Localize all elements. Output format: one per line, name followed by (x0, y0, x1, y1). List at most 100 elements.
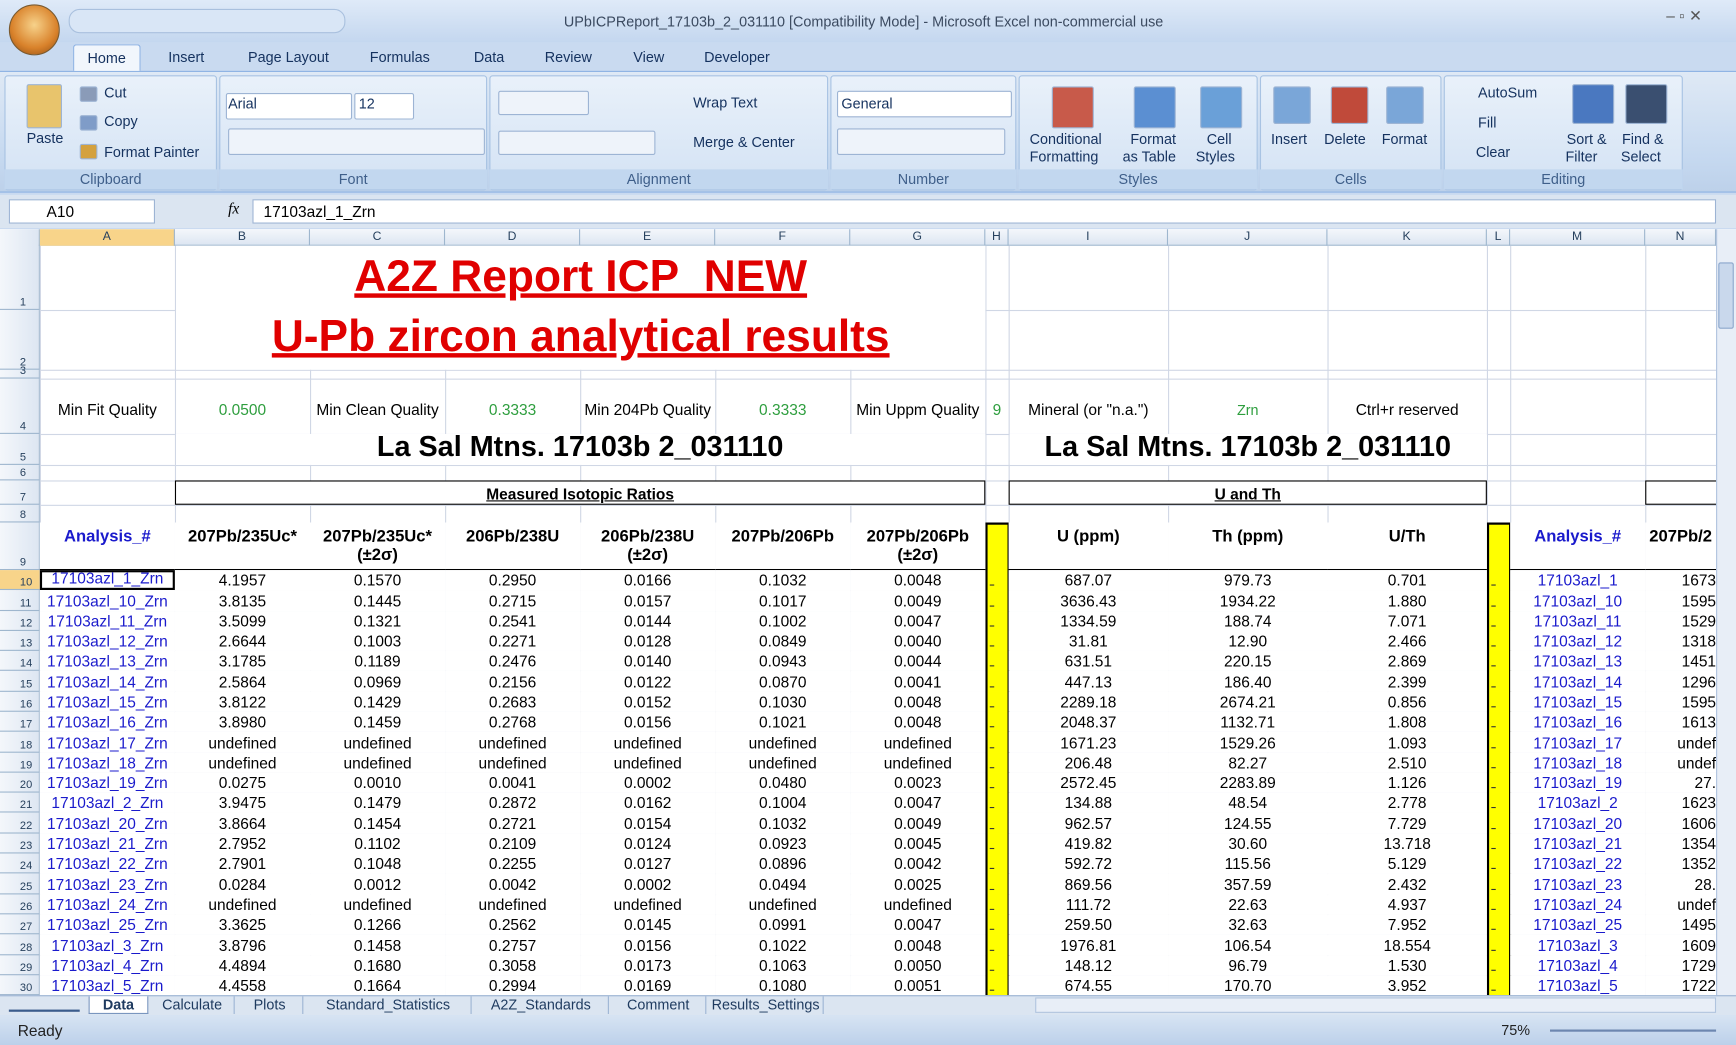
ribbon-icon[interactable] (26, 84, 62, 129)
ribbon-button-label[interactable]: Select (1620, 148, 1661, 165)
ribbon-button-label[interactable]: Arial (228, 95, 257, 112)
ribbon-tab[interactable]: Insert (168, 48, 205, 66)
office-button[interactable] (8, 4, 60, 56)
horizontal-scrollbar[interactable] (1035, 997, 1717, 1013)
data-cell: 0.1032 (715, 570, 851, 591)
mineral-value: Zrn (1236, 401, 1259, 419)
ribbon-icon[interactable] (228, 128, 485, 155)
ribbon-button-label[interactable]: as Table (1122, 148, 1176, 165)
data-cell: 17103azl_3_Zrn (39, 934, 175, 955)
ribbon-icon[interactable] (79, 115, 98, 131)
cell-marker (1491, 625, 1496, 627)
data-cell: 447.13 (1008, 671, 1169, 692)
ribbon-button-label[interactable]: Conditional (1029, 130, 1102, 148)
ribbon-icon[interactable] (1133, 86, 1176, 129)
ribbon-button-label[interactable]: Format (1381, 130, 1428, 148)
ribbon-icon[interactable] (1330, 86, 1369, 124)
data-cell: 0.1429 (309, 691, 446, 712)
ribbon-button-label[interactable]: Copy (104, 112, 138, 130)
data-cell: 17103azl_10_Zrn (39, 590, 175, 611)
data-cell: 0.0047 (850, 914, 986, 935)
data-cell: 30.60 (1168, 833, 1328, 854)
data-cell: 3.9475 (174, 792, 310, 814)
ribbon-icon[interactable] (79, 143, 98, 160)
data-cell: 12.90 (1168, 630, 1328, 652)
ribbon-icon[interactable] (1572, 84, 1615, 124)
sheet-tab[interactable]: Comment (611, 996, 707, 1015)
column-header: F (715, 229, 851, 246)
ribbon-tab[interactable]: View (633, 48, 665, 66)
scroll-thumb[interactable] (1718, 262, 1734, 329)
sheet-tab[interactable]: Plots (237, 996, 304, 1015)
ribbon-tab[interactable]: Data (473, 48, 505, 66)
ribbon-button-label[interactable]: General (841, 95, 893, 112)
window-controls[interactable]: – ▫ ✕ (1666, 6, 1702, 25)
name-box[interactable] (8, 199, 155, 224)
sheet-tab[interactable]: Standard_Statistics (306, 996, 472, 1015)
vertical-scrollbar[interactable] (1716, 229, 1736, 997)
ribbon-icon[interactable] (498, 130, 656, 155)
ribbon-button-label[interactable]: Formatting (1029, 148, 1099, 165)
data-cell: 148.12 (1008, 954, 1169, 976)
quick-access-toolbar[interactable] (68, 8, 346, 34)
ribbon-button-label[interactable]: Cell (1206, 130, 1232, 148)
data-cell: undef (1645, 894, 1717, 915)
data-cell: 0.0047 (850, 792, 986, 814)
ribbon-icon[interactable] (1386, 86, 1424, 124)
ribbon-tab[interactable]: Developer (704, 48, 770, 66)
ribbon-icon[interactable] (354, 92, 415, 120)
ribbon-icon[interactable] (836, 90, 1012, 118)
data-cell: 188.74 (1168, 610, 1328, 631)
ribbon-button-label[interactable]: Wrap Text (693, 94, 758, 111)
sheet-tab[interactable]: A2Z_Standards (474, 996, 609, 1015)
ribbon-icon[interactable] (1273, 86, 1311, 124)
ribbon-tab[interactable]: Page Layout (247, 48, 329, 66)
ribbon-icon[interactable] (836, 128, 1006, 155)
ribbon-tab[interactable]: Review (544, 48, 592, 66)
ribbon-button-label[interactable]: Styles (1195, 148, 1235, 165)
ribbon-icon[interactable] (1051, 86, 1094, 129)
ribbon-tab[interactable]: Formulas (369, 48, 430, 66)
ribbon-button-label[interactable]: 12 (358, 95, 375, 112)
ribbon-button-label[interactable]: Clear (1475, 143, 1511, 161)
ribbon-button-label[interactable]: Cut (104, 84, 127, 101)
sheet-tab[interactable]: Results_Settings (709, 996, 824, 1015)
data-cell: undef (1645, 752, 1717, 773)
ribbon-button-label[interactable]: Insert (1270, 130, 1307, 148)
ribbon-button-label[interactable]: AutoSum (1478, 84, 1538, 101)
ribbon-button-label[interactable]: Merge & Center (693, 133, 795, 151)
ribbon-button-label[interactable]: Format Painter (104, 143, 200, 161)
ribbon-icon[interactable] (225, 92, 353, 120)
ribbon-button-label[interactable]: Filter (1565, 148, 1598, 165)
ribbon-tab[interactable]: Home (73, 44, 141, 71)
ribbon-button-label[interactable]: Delete (1324, 130, 1366, 148)
ribbon-button-label[interactable]: Format (1130, 130, 1176, 148)
sheet-tab[interactable]: Calculate (151, 996, 235, 1015)
sheet-tab[interactable]: Data (88, 996, 149, 1015)
tab-nav[interactable] (8, 999, 80, 1012)
data-cell: 687.07 (1008, 570, 1169, 591)
data-cell: 134.88 (1008, 792, 1169, 814)
zoom-slider[interactable] (1549, 1029, 1717, 1032)
ribbon-button-label[interactable]: Fill (1478, 114, 1497, 131)
cell-marker (1491, 868, 1496, 870)
data-cell: 18.554 (1327, 934, 1487, 955)
data-cell: 17103azl_16 (1510, 711, 1646, 733)
ribbon-button-label[interactable]: Sort & (1566, 130, 1607, 148)
ribbon-button-label[interactable]: Find & (1621, 130, 1664, 148)
data-cell[interactable]: 17103azl_1_Zrn (39, 570, 175, 591)
formula-input[interactable] (252, 199, 1717, 224)
data-cell: 592.72 (1008, 853, 1169, 874)
row-header: 26 (0, 894, 40, 915)
data-cell: undefined (580, 732, 716, 753)
data-cell: 0.0048 (850, 691, 986, 712)
ribbon-button-label[interactable]: Paste (26, 129, 64, 147)
status-bar (0, 1015, 1736, 1045)
ribbon-icon[interactable] (498, 90, 589, 116)
cell-marker (989, 807, 995, 809)
mineral-label: Mineral (or "n.a.") (1028, 400, 1149, 419)
ribbon-icon[interactable] (1200, 86, 1243, 129)
ribbon-icon[interactable] (79, 86, 98, 102)
data-cell: 1529 (1645, 610, 1717, 631)
ribbon-icon[interactable] (1625, 84, 1668, 124)
